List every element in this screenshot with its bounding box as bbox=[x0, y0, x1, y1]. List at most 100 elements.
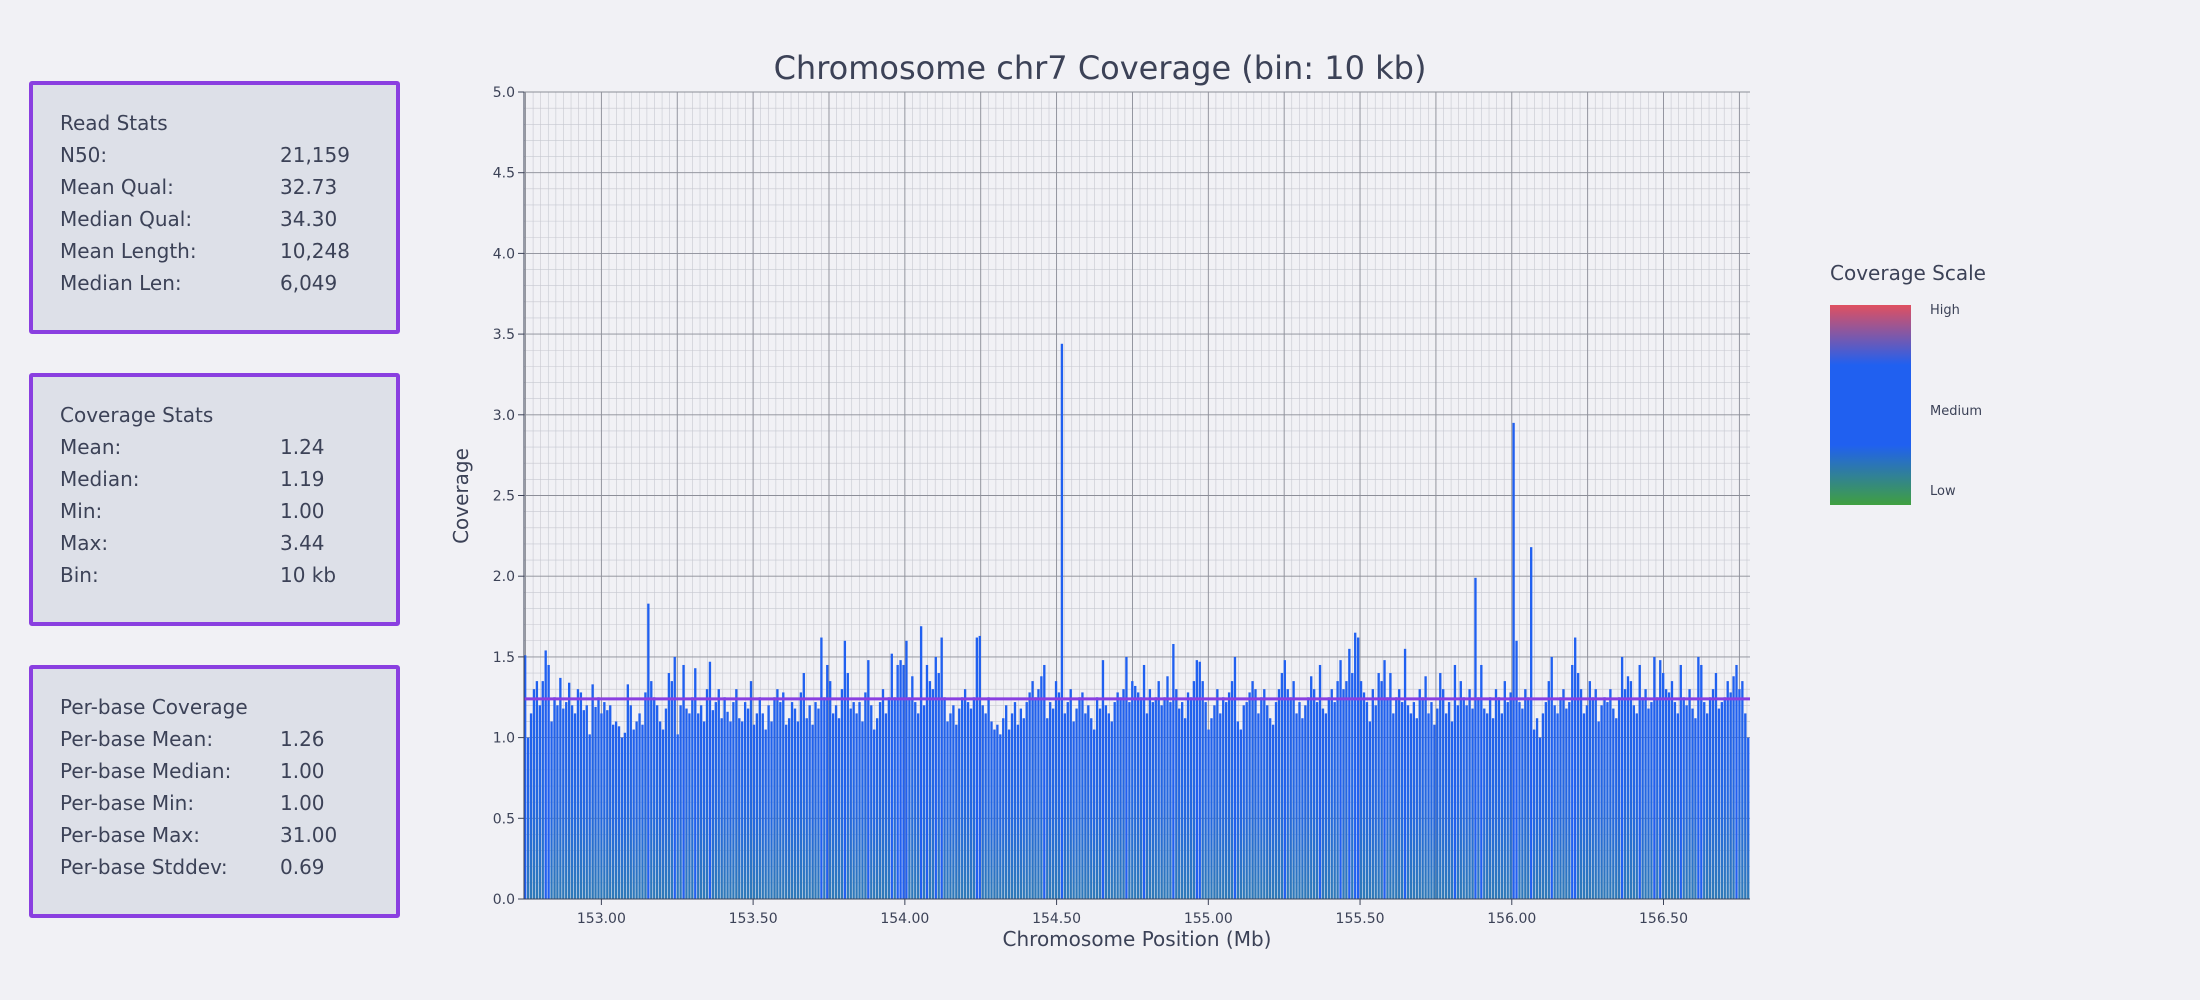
coverage-bar bbox=[949, 713, 952, 899]
coverage-bar bbox=[1594, 689, 1597, 899]
coverage-bar bbox=[1318, 664, 1322, 899]
coverage-bar bbox=[952, 705, 955, 899]
coverage-bar bbox=[565, 702, 568, 899]
coverage-bar bbox=[1670, 681, 1674, 899]
x-tick-label: 156.50 bbox=[1639, 911, 1688, 927]
coverage-bar bbox=[1266, 705, 1269, 899]
coverage-bar bbox=[632, 729, 635, 899]
coverage-bar bbox=[1585, 705, 1589, 899]
coverage-bar bbox=[1201, 681, 1204, 899]
coverage-bar bbox=[1588, 681, 1592, 899]
coverage-bar bbox=[808, 705, 811, 899]
coverage-bar bbox=[1292, 681, 1295, 899]
coverage-bar bbox=[826, 664, 829, 899]
coverage-bar bbox=[1057, 692, 1061, 899]
coverage-bar bbox=[1307, 697, 1310, 899]
coverage-bar bbox=[902, 664, 905, 899]
coverage-bar bbox=[1612, 708, 1615, 899]
coverage-bar bbox=[852, 702, 855, 899]
coverage-bar bbox=[1374, 705, 1377, 899]
legend-label-high: High bbox=[1930, 303, 1960, 318]
coverage-bar bbox=[544, 650, 547, 899]
coverage-bar bbox=[934, 656, 937, 899]
coverage-bar bbox=[1116, 692, 1119, 899]
coverage-bar bbox=[1145, 713, 1149, 899]
coverage-bar bbox=[843, 640, 847, 899]
coverage-bar bbox=[1383, 660, 1386, 899]
coverage-bar bbox=[1641, 697, 1644, 899]
coverage-bar bbox=[1031, 681, 1034, 899]
coverage-bar bbox=[796, 721, 800, 899]
coverage-bar bbox=[609, 705, 612, 899]
stat-label: Bin: bbox=[60, 563, 99, 587]
coverage-bar bbox=[1565, 708, 1568, 899]
stat-row: Median: 1.19 bbox=[60, 463, 396, 495]
coverage-bar bbox=[1500, 713, 1504, 899]
coverage-bar bbox=[526, 737, 530, 899]
coverage-bar bbox=[588, 734, 591, 899]
coverage-bar bbox=[667, 673, 671, 899]
coverage-bar bbox=[1093, 729, 1096, 899]
coverage-bar bbox=[1392, 713, 1395, 899]
coverage-bar bbox=[1582, 713, 1586, 899]
coverage-bar bbox=[1339, 660, 1342, 899]
coverage-bar bbox=[1591, 697, 1594, 899]
coverage-bar bbox=[1019, 708, 1023, 899]
coverage-bar bbox=[1280, 673, 1284, 899]
coverage-bar bbox=[1474, 577, 1477, 899]
coverage-bar bbox=[1412, 702, 1416, 899]
coverage-bar bbox=[1007, 729, 1011, 899]
coverage-bar bbox=[1597, 721, 1600, 899]
coverage-stats-panel: Coverage Stats Mean: 1.24 Median: 1.19 Min… bbox=[29, 373, 400, 626]
coverage-bar bbox=[958, 708, 961, 899]
coverage-bar bbox=[1025, 702, 1028, 899]
coverage-bar bbox=[1430, 702, 1433, 899]
coverage-bar bbox=[840, 689, 844, 899]
coverage-bar bbox=[1395, 697, 1398, 899]
stat-row: Per-base Stddev: 0.69 bbox=[60, 851, 396, 883]
stat-label: Median Len: bbox=[60, 271, 182, 295]
coverage-bar bbox=[585, 705, 588, 899]
coverage-bar bbox=[1236, 721, 1240, 899]
coverage-bar bbox=[1245, 702, 1248, 899]
coverage-bar bbox=[867, 660, 870, 899]
stat-value: 10,248 bbox=[280, 239, 350, 263]
coverage-bar bbox=[972, 697, 976, 899]
coverage-bar bbox=[1547, 681, 1550, 899]
coverage-bar bbox=[1491, 718, 1495, 899]
coverage-bar bbox=[1609, 689, 1612, 899]
coverage-bar bbox=[1356, 637, 1360, 899]
coverage-bar bbox=[1095, 697, 1099, 899]
coverage-bar bbox=[1310, 676, 1313, 899]
coverage-bar bbox=[1656, 697, 1659, 899]
coverage-bar bbox=[1574, 637, 1577, 899]
y-ticks: 0.0 0.5 1.0 1.5 2.0 2.5 3.0 3.5 4.0 4.5 5.0 bbox=[493, 85, 524, 908]
coverage-bar bbox=[1618, 697, 1621, 899]
coverage-bar bbox=[717, 689, 720, 899]
coverage-bar bbox=[893, 697, 896, 899]
coverage-bar bbox=[940, 637, 943, 899]
coverage-bar bbox=[676, 734, 679, 899]
coverage-bar bbox=[914, 702, 917, 899]
per-base-coverage-title: Per-base Coverage bbox=[60, 695, 248, 719]
coverage-bar bbox=[1257, 713, 1260, 899]
coverage-bar bbox=[579, 692, 583, 899]
coverage-bar bbox=[1679, 664, 1682, 899]
coverage-bar bbox=[1506, 702, 1509, 899]
coverage-bar bbox=[1559, 697, 1562, 899]
coverage-bar bbox=[1069, 689, 1072, 899]
coverage-bar bbox=[858, 702, 861, 899]
coverage-bar bbox=[1345, 681, 1348, 899]
coverage-bar bbox=[735, 689, 738, 899]
coverage-bar bbox=[1386, 697, 1389, 899]
coverage-bar bbox=[1049, 702, 1052, 899]
coverage-bar bbox=[1119, 697, 1122, 899]
coverage-bar bbox=[1459, 681, 1462, 899]
coverage-bar bbox=[1142, 664, 1146, 899]
coverage-bar bbox=[1723, 697, 1726, 899]
coverage-bar bbox=[905, 640, 908, 899]
coverage-bar bbox=[1251, 681, 1254, 899]
coverage-bar bbox=[1444, 713, 1448, 899]
coverage-bar bbox=[873, 729, 876, 899]
coverage-bar bbox=[779, 702, 782, 899]
